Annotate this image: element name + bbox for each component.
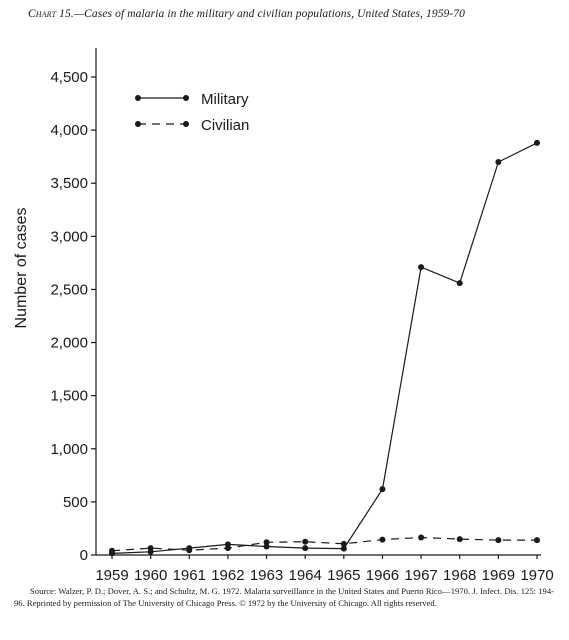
data-point-civilian <box>418 534 425 541</box>
data-point-civilian <box>456 536 463 543</box>
series-layer <box>109 139 540 557</box>
series-military <box>109 139 540 557</box>
data-point-civilian <box>186 547 193 554</box>
axes <box>95 48 541 556</box>
x-axis-ticks: 1959 1960 1961 1962 1963 1964 1965 1966 1967 1968… <box>95 555 554 584</box>
x-tick-label: 1967 <box>404 567 437 584</box>
data-point-civilian <box>109 547 115 554</box>
legend: Military Civilian <box>135 91 249 134</box>
data-point-military <box>379 486 386 493</box>
x-tick-label: 1962 <box>211 567 244 584</box>
data-point-civilian <box>263 539 270 546</box>
legend-marker-military <box>135 95 141 101</box>
legend-item-civilian: Civilian <box>135 117 249 134</box>
legend-label-military: Military <box>201 91 249 108</box>
data-point-military <box>263 543 270 550</box>
y-axis-title: Number of cases <box>13 208 30 329</box>
legend-marker-civilian <box>135 121 141 127</box>
caption-prefix: Chart 15. <box>28 8 74 20</box>
data-point-civilian <box>224 545 231 552</box>
y-tick-label: 0 <box>80 547 88 564</box>
data-point-civilian <box>340 540 347 547</box>
x-tick-label: 1961 <box>173 567 206 584</box>
x-tick-label: 1959 <box>95 567 128 584</box>
x-tick-label: 1966 <box>366 567 399 584</box>
y-tick-label: 3,000 <box>50 228 88 245</box>
y-tick-label: 1,500 <box>50 388 88 405</box>
legend-label-civilian: Civilian <box>201 117 249 134</box>
x-tick-label: 1970 <box>520 567 553 584</box>
data-point-military <box>495 158 502 165</box>
x-tick-label: 1968 <box>443 567 476 584</box>
x-tick-label: 1960 <box>134 567 167 584</box>
data-point-civilian <box>302 538 309 545</box>
data-point-military <box>302 545 309 552</box>
series-civilian <box>109 534 540 554</box>
legend-item-military: Military <box>135 91 249 108</box>
y-tick-label: 4,000 <box>50 122 88 139</box>
source-note: Source: Walzer, P. D.; Dover, A. S.; and… <box>14 586 554 608</box>
data-point-military <box>456 280 463 287</box>
data-point-military <box>418 264 425 271</box>
chart-caption: Chart 15.—Cases of malaria in the milita… <box>28 8 558 20</box>
legend-marker-military <box>183 95 189 101</box>
y-axis-ticks: 0 500 1,000 1,500 2,000 2,500 3,000 3,500 4,000 4… <box>50 69 96 564</box>
y-tick-label: 2,000 <box>50 335 88 352</box>
legend-marker-civilian <box>183 121 189 127</box>
caption-text: —Cases of malaria in the military and ci… <box>73 8 466 20</box>
data-point-civilian <box>534 537 540 544</box>
y-tick-label: 4,500 <box>50 69 88 86</box>
data-point-civilian <box>495 537 502 544</box>
data-point-civilian <box>379 536 386 543</box>
data-point-civilian <box>147 545 154 552</box>
x-tick-label: 1964 <box>288 567 321 584</box>
x-tick-label: 1965 <box>327 567 360 584</box>
y-tick-label: 2,500 <box>50 281 88 298</box>
x-tick-label: 1963 <box>250 567 283 584</box>
series-line-civilian <box>111 536 537 552</box>
data-point-military <box>340 545 347 552</box>
data-point-military <box>534 139 540 146</box>
y-tick-label: 3,500 <box>50 175 88 192</box>
x-tick-label: 1969 <box>482 567 515 584</box>
series-line-military <box>111 142 538 554</box>
y-tick-label: 1,000 <box>50 441 88 458</box>
y-tick-label: 500 <box>63 494 88 511</box>
line-chart: 0 500 1,000 1,500 2,000 2,500 3,000 3,500 4,000 4… <box>13 48 554 584</box>
